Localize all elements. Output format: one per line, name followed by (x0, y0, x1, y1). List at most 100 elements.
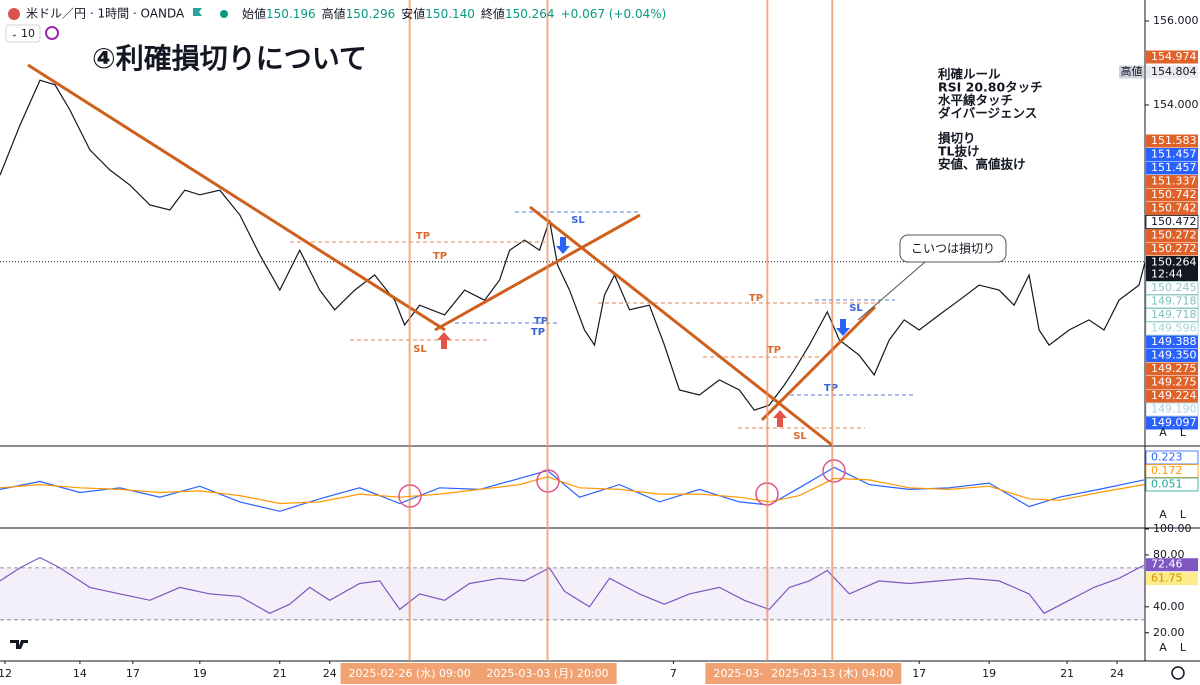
pane-button[interactable]: L (1180, 426, 1187, 439)
flag (193, 8, 202, 16)
callout-box (899, 234, 1007, 263)
sl-label: SL (571, 215, 585, 226)
axis-label: 0.172 (1151, 464, 1183, 477)
callout-pointer (857, 261, 926, 321)
pane-button[interactable]: A (1159, 426, 1167, 439)
axis-label-box (1145, 450, 1199, 465)
axis-label: 150.264 (1151, 256, 1197, 269)
axis-label-box (1145, 321, 1199, 336)
axis-label-box (1146, 572, 1198, 586)
tv-logo (10, 640, 28, 649)
tp-label: TP (824, 383, 838, 394)
axis-label-box (1146, 335, 1198, 349)
x-tick-label: 21 (1060, 667, 1074, 680)
axis-label-box (1146, 65, 1198, 79)
x-tick-label: 24 (323, 667, 337, 680)
tp-label: TP (416, 231, 430, 242)
trend-line (27, 63, 446, 332)
rules: 利確ルール RSI 20.80タッチ 水平線タッチ ダイバージェンス 損切り T… (938, 67, 1043, 172)
axis-label: 149.275 (1151, 376, 1197, 389)
axis-label: 150.742 (1151, 202, 1197, 215)
flag-icon (8, 8, 20, 20)
axis-label: 154.974 (1151, 50, 1197, 63)
rule-line: 安値、高値抜け (938, 157, 1026, 172)
highlight-box (763, 663, 902, 684)
down-arrow (836, 319, 850, 336)
rule-line: RSI 20.80タッチ (938, 80, 1043, 95)
pane-button[interactable]: L (1180, 641, 1187, 654)
axis-label-box (1145, 402, 1199, 417)
title: ④利確損切りについて (92, 42, 367, 75)
drawings: こいつは損切り TP TP SL SL TP TP TP TP SL SL TP (27, 0, 1007, 661)
axis-label-box (1146, 242, 1198, 256)
axis-label-box (1145, 294, 1199, 309)
macd-circle (822, 459, 846, 483)
highlight-label: 2025-03-03 (月) 20:00 (486, 667, 608, 680)
x-tick-label: 17 (126, 667, 140, 680)
axis-label: 0.223 (1151, 451, 1183, 464)
settings-icon[interactable] (1171, 666, 1185, 680)
axis-label-box (1146, 229, 1198, 242)
series-line (0, 79, 1146, 411)
highlight-label: 2025-03-11 (713, 667, 777, 680)
axis-label-box (1146, 50, 1198, 64)
axis-label: 0.051 (1151, 478, 1183, 491)
axis-label: 150.245 (1151, 281, 1197, 294)
ohlc-value: 150.140 (425, 7, 475, 21)
x-tick-label: 7 (670, 667, 677, 680)
axis-label: 149.224 (1151, 389, 1197, 402)
pane-button[interactable]: L (1180, 508, 1187, 521)
axis-label: 149.718 (1151, 295, 1197, 308)
axis-label-box (1146, 376, 1198, 389)
trend-line (760, 305, 877, 422)
highlight-label: 2025-03-13 (木) 04:00 (771, 667, 893, 680)
axis-label: 154.804 (1151, 65, 1197, 78)
y-tick-label: 154.000 (1153, 98, 1199, 111)
axis-label-box (1146, 349, 1198, 362)
count[interactable]: 10 (21, 27, 35, 40)
trend-line (434, 213, 641, 332)
pane-button[interactable]: A (1159, 508, 1167, 521)
ohlc-label: 安値 (401, 6, 425, 21)
ohlc-label: 始値 (242, 6, 266, 21)
x-tick-label: 19 (982, 667, 996, 680)
x-tick-label: 21 (273, 667, 287, 680)
axis-label: 150.272 (1151, 229, 1197, 242)
ohlc-label: 高値 (322, 6, 346, 21)
y-tick-label: 100.00 (1153, 522, 1192, 535)
axis-label: 149.718 (1151, 308, 1197, 321)
axis-label-box (1146, 362, 1198, 376)
axis-label-box (1145, 281, 1199, 295)
series-line (0, 556, 1146, 615)
highlight-label: 2025-02-26 (水) 09:00 (349, 667, 471, 680)
highlight-box (340, 663, 479, 684)
axis-label-box (1146, 175, 1198, 188)
tp-label: TP (767, 345, 781, 356)
x-tick-label: 19 (193, 667, 207, 680)
pane-button[interactable]: A (1159, 641, 1167, 654)
x-tick-label: 24 (1110, 667, 1124, 680)
axis-label: 150.472 (1151, 215, 1197, 228)
axis-label-box (1146, 202, 1198, 215)
rule-line: 損切り (938, 131, 976, 146)
ohlc-label: 終値 (481, 6, 505, 21)
axis-label-box (1145, 464, 1199, 478)
sl-label: SL (793, 431, 807, 442)
tag-box (1119, 65, 1144, 79)
caret: ⌄ (11, 30, 18, 39)
down-arrow (556, 237, 570, 254)
status-dot (220, 10, 228, 18)
refresh-icon[interactable] (45, 26, 59, 40)
count-box[interactable] (5, 24, 41, 43)
trend-line (529, 205, 833, 447)
highlight-box (478, 663, 617, 684)
y-tick-label: 80.00 (1153, 548, 1185, 561)
axis-label-box (1145, 215, 1199, 229)
axis-label-box (1146, 558, 1198, 572)
symbol: 米ドル／円 · 1時間 · OANDA (26, 7, 185, 21)
header: 米ドル／円 · 1時間 · OANDA 始値150.196 高値150.296 安値… (5, 6, 666, 43)
axis-label: 149.388 (1151, 335, 1197, 348)
tp-label: TP (534, 316, 548, 327)
axis-label-box (1145, 308, 1199, 322)
